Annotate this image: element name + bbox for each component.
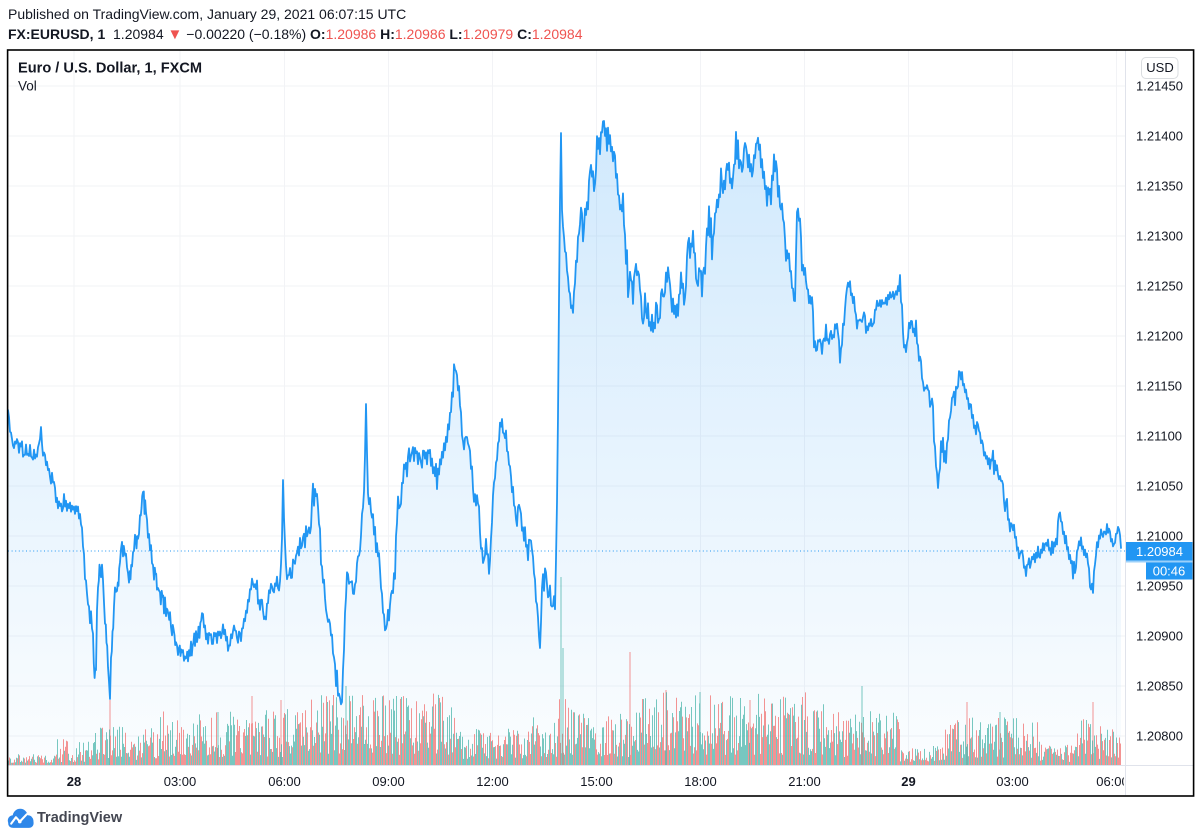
svg-text:06:00: 06:00	[1096, 774, 1129, 789]
svg-text:1.21400: 1.21400	[1136, 129, 1183, 144]
svg-text:1.20900: 1.20900	[1136, 629, 1183, 644]
svg-text:1.21100: 1.21100	[1136, 429, 1182, 444]
svg-text:1.20984: 1.20984	[1136, 544, 1183, 559]
svg-text:USD: USD	[1146, 60, 1173, 75]
svg-text:Vol: Vol	[18, 79, 37, 94]
svg-text:12:00: 12:00	[476, 774, 509, 789]
svg-text:Euro / U.S. Dollar, 1, FXCM: Euro / U.S. Dollar, 1, FXCM	[18, 61, 202, 77]
svg-text:1.21000: 1.21000	[1136, 529, 1183, 544]
svg-text:1.21350: 1.21350	[1136, 179, 1183, 194]
svg-text:15:00: 15:00	[580, 774, 613, 789]
svg-text:21:00: 21:00	[788, 774, 821, 789]
svg-text:1.21450: 1.21450	[1136, 79, 1183, 94]
svg-text:03:00: 03:00	[996, 774, 1029, 789]
svg-text:1.21200: 1.21200	[1136, 329, 1183, 344]
svg-text:1.21250: 1.21250	[1136, 279, 1183, 294]
svg-text:29: 29	[901, 774, 915, 789]
svg-text:1.21150: 1.21150	[1136, 379, 1182, 394]
svg-text:1.20850: 1.20850	[1136, 679, 1183, 694]
svg-text:18:00: 18:00	[684, 774, 717, 789]
svg-text:00:46: 00:46	[1153, 564, 1186, 579]
svg-text:03:00: 03:00	[164, 774, 197, 789]
svg-text:1.21050: 1.21050	[1136, 479, 1183, 494]
svg-text:09:00: 09:00	[372, 774, 405, 789]
svg-text:1.20950: 1.20950	[1136, 579, 1183, 594]
svg-text:1.21300: 1.21300	[1136, 229, 1183, 244]
svg-text:28: 28	[67, 774, 81, 789]
svg-text:06:00: 06:00	[268, 774, 301, 789]
svg-text:1.20800: 1.20800	[1136, 729, 1183, 744]
